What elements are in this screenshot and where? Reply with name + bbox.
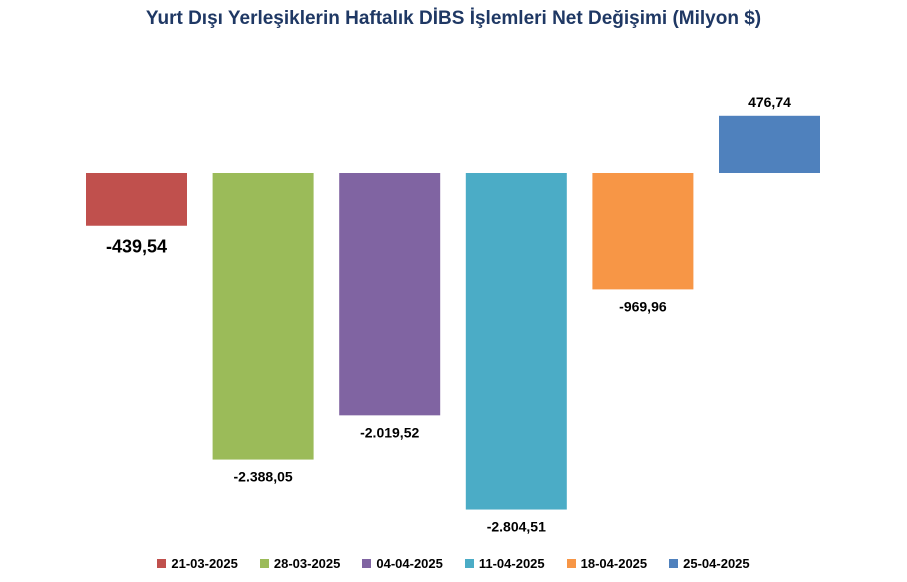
legend-label: 11-04-2025 bbox=[478, 556, 545, 571]
legend-swatch bbox=[464, 559, 474, 568]
legend-swatch bbox=[566, 559, 576, 568]
legend-label: 25-04-2025 bbox=[683, 556, 750, 571]
legend-swatch bbox=[362, 559, 372, 568]
legend-label: 28-03-2025 bbox=[273, 556, 341, 571]
value-label-04-04-2025: -2.019,52 bbox=[360, 424, 419, 440]
value-label-11-04-2025: -2.804,51 bbox=[487, 519, 546, 535]
chart-title: Yurt Dışı Yerleşiklerin Haftalık DİBS İş… bbox=[145, 8, 762, 29]
chart-legend: 21-03-2025 28-03-2025 04-04-2025 11-04-2025… bbox=[0, 556, 907, 571]
bar-25-04-2025 bbox=[719, 115, 820, 173]
legend-item-25-04-2025: 25-04-2025 bbox=[669, 556, 750, 571]
value-label-25-04-2025: 476,74 bbox=[748, 94, 791, 110]
legend-item-21-03-2025: 21-03-2025 bbox=[157, 556, 238, 571]
legend-swatch bbox=[259, 559, 269, 568]
bar-18-04-2025 bbox=[592, 173, 694, 290]
bar-04-04-2025 bbox=[339, 173, 441, 416]
bar-21-03-2025 bbox=[86, 173, 187, 226]
legend-item-04-04-2025: 04-04-2025 bbox=[362, 556, 443, 571]
legend-item-18-04-2025: 18-04-2025 bbox=[566, 556, 648, 571]
legend-swatch bbox=[669, 559, 679, 568]
legend-label: 21-03-2025 bbox=[171, 556, 238, 571]
legend-item-11-04-2025: 11-04-2025 bbox=[464, 556, 545, 571]
value-label-28-03-2025: -2.388,05 bbox=[234, 469, 293, 485]
bar-11-04-2025 bbox=[465, 173, 567, 510]
value-label-18-04-2025: -969,96 bbox=[619, 298, 667, 314]
value-label-21-03-2025: -439,54 bbox=[106, 237, 167, 257]
legend-item-28-03-2025: 28-03-2025 bbox=[259, 556, 341, 571]
legend-swatch bbox=[157, 559, 167, 568]
bar-28-03-2025 bbox=[212, 173, 314, 460]
legend-label: 04-04-2025 bbox=[376, 556, 443, 571]
legend-label: 18-04-2025 bbox=[580, 556, 648, 571]
